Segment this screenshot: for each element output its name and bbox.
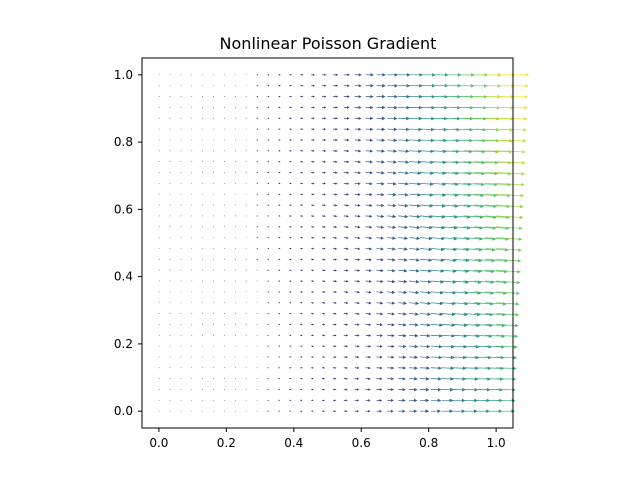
quiver-arrow [300, 74, 302, 75]
quiver-arrow [311, 368, 313, 369]
x-tick-label: 0.0 [149, 436, 168, 450]
quiver-arrow [289, 75, 291, 76]
quiver-arrow [300, 270, 302, 271]
quiver-arrow [289, 107, 291, 108]
quiver-arrow [300, 107, 302, 108]
chart-title: Nonlinear Poisson Gradient [220, 34, 437, 53]
quiver-arrow [322, 357, 324, 358]
y-tick-label: 0.4 [114, 270, 133, 284]
quiver-arrow [311, 74, 314, 75]
quiver-arrow [311, 335, 313, 336]
quiver-arrow [289, 118, 291, 119]
quiver-arrow [333, 389, 336, 390]
quiver-arrow [322, 389, 324, 390]
y-tick-label: 0.6 [114, 202, 133, 216]
quiver-arrow [300, 237, 302, 238]
quiver-arrow [311, 357, 313, 358]
quiver-arrow [311, 400, 313, 401]
quiver-arrow [300, 303, 302, 304]
y-tick-label: 0.2 [114, 337, 133, 351]
y-tick-label: 0.0 [114, 404, 133, 418]
quiver-arrow [300, 205, 302, 206]
quiver-arrow [300, 248, 302, 249]
quiver-arrow [300, 151, 302, 152]
quiver-arrow [289, 161, 291, 162]
quiver-arrow [300, 281, 302, 282]
quiver-arrow [300, 140, 302, 141]
y-tick-label: 1.0 [114, 68, 133, 82]
quiver-arrow [300, 216, 302, 217]
quiver-arrow [300, 129, 302, 130]
quiver-arrow [311, 85, 314, 86]
quiver-arrow [289, 96, 291, 97]
quiver-arrow [333, 411, 335, 412]
quiver-arrow [344, 411, 347, 412]
quiver-arrow [311, 411, 313, 412]
quiver-arrow [311, 107, 314, 108]
quiver-arrow [311, 313, 313, 314]
quiver-arrow [344, 400, 347, 401]
quiver-arrow [300, 172, 302, 173]
quiver-arrow [333, 400, 336, 401]
quiver-arrow [322, 368, 324, 369]
quiver-arrow [322, 378, 324, 379]
quiver-arrow [311, 324, 313, 325]
quiver-arrow [311, 96, 314, 97]
quiver-arrow [289, 151, 291, 152]
x-tick-label: 1.0 [487, 436, 506, 450]
quiver-arrow [289, 129, 291, 130]
quiver-arrow [300, 183, 302, 184]
quiver-arrow [300, 259, 302, 260]
quiver-arrow [322, 400, 324, 401]
quiver-arrow [311, 389, 313, 390]
quiver-arrow [300, 194, 302, 195]
x-tick-label: 0.4 [284, 436, 303, 450]
quiver-arrow [289, 85, 291, 86]
quiver-arrow [311, 378, 313, 379]
quiver-arrow [300, 227, 302, 228]
quiver-arrow [300, 292, 302, 293]
y-tick-label: 0.8 [114, 135, 133, 149]
quiver-arrow [300, 118, 302, 119]
quiver-arrow [289, 140, 291, 141]
quiver-arrow [322, 411, 324, 412]
x-tick-label: 0.6 [352, 436, 371, 450]
quiver-arrow [311, 346, 313, 347]
quiver-arrow [300, 96, 302, 97]
x-tick-label: 0.2 [217, 436, 236, 450]
quiver-arrow [300, 161, 302, 162]
quiver-arrow [300, 85, 302, 86]
x-tick-label: 0.8 [419, 436, 438, 450]
